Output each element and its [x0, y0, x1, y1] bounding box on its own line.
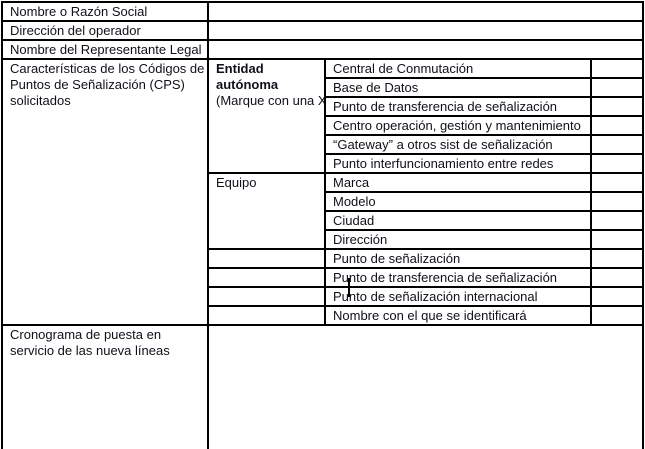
cronograma-line: servicio de las nueva líneas	[10, 343, 170, 358]
label-centro-operacion: Centro operación, gestión y mantenimient…	[324, 115, 592, 136]
value-cell-nombre-identificara[interactable]	[590, 305, 644, 326]
label-punto-internacional: Punto de señalización internacional	[324, 286, 592, 307]
value-cell-marca[interactable]	[590, 172, 644, 193]
input-cell-nombre-razon-social[interactable]	[207, 1, 644, 22]
table-row: “Gateway” a otros sist de señalización	[2, 134, 644, 155]
input-cell-cronograma[interactable]	[207, 324, 644, 449]
table-row: Nombre con el que se identificará	[2, 305, 644, 326]
cronograma-line: Cronograma de puesta en	[10, 327, 162, 342]
table-row: Dirección del operador	[1, 20, 644, 41]
table-row: Centro operación, gestión y mantenimient…	[2, 115, 644, 136]
mark-cell-central-conmutacion[interactable]	[590, 58, 644, 79]
value-cell-punto-senalizacion[interactable]	[590, 248, 644, 269]
input-cell-direccion-operador[interactable]	[207, 20, 644, 41]
empty-cell	[207, 267, 326, 288]
table-row: Punto de transferencia de señalización	[2, 96, 644, 117]
text-cursor-caret	[348, 278, 350, 297]
label-representante-legal: Nombre del Representante Legal	[1, 39, 209, 60]
entidad-note: (Marque con una X)	[216, 93, 325, 108]
entidad-name-line: autónoma	[216, 77, 279, 92]
mark-cell-centro-operacion[interactable]	[590, 115, 644, 136]
value-cell-punto-internacional[interactable]	[590, 286, 644, 307]
table-row: Características de los Códigos de Puntos…	[1, 58, 644, 326]
label-nombre-razon-social: Nombre o Razón Social	[1, 1, 209, 22]
empty-cell	[207, 248, 326, 269]
label-punto-transferencia: Punto de transferencia de señalización	[324, 96, 592, 117]
label-direccion-operador: Dirección del operador	[1, 20, 209, 41]
label-marca: Marca	[324, 172, 592, 193]
table-row: Equipo Marca	[2, 172, 644, 250]
section-label-cronograma: Cronograma de puesta en servicio de las …	[1, 324, 209, 449]
table-row: Nombre o Razón Social	[1, 1, 644, 22]
mark-cell-base-datos[interactable]	[590, 77, 644, 98]
table-row: Cronograma de puesta en servicio de las …	[1, 324, 644, 449]
label-punto-senalizacion: Punto de señalización	[324, 248, 592, 269]
value-cell-punto-transferencia-2[interactable]	[590, 267, 644, 288]
table-row: Punto interfuncionamiento entre redes	[2, 153, 644, 174]
table-row: Base de Datos	[2, 77, 644, 98]
mark-cell-punto-transferencia[interactable]	[590, 96, 644, 117]
table-row: Modelo	[2, 191, 644, 212]
table-row: Punto de transferencia de señalización	[2, 267, 644, 288]
table-row: Nombre del Representante Legal	[1, 39, 644, 60]
label-punto-interfuncionamiento: Punto interfuncionamiento entre redes	[324, 153, 592, 174]
value-cell-modelo[interactable]	[590, 191, 644, 212]
group-label-entidad-autonoma: Entidad autónoma (Marque con una X)	[207, 58, 326, 174]
value-cell-direccion-equipo[interactable]	[590, 229, 644, 250]
mark-cell-punto-interfuncionamiento[interactable]	[590, 153, 644, 174]
cps-title-line: solicitados	[10, 93, 71, 108]
group-label-equipo: Equipo	[207, 172, 326, 250]
label-central-conmutacion: Central de Conmutación	[324, 58, 592, 79]
label-base-datos: Base de Datos	[324, 77, 592, 98]
cps-title-line: Puntos de Señalización (CPS)	[10, 77, 185, 92]
input-cell-representante-legal[interactable]	[207, 39, 644, 60]
column-divider-stub	[207, 444, 209, 449]
table-row: Ciudad	[2, 210, 644, 231]
label-modelo: Modelo	[324, 191, 592, 212]
table-row: Punto de señalización internacional	[2, 286, 644, 307]
mark-cell-gateway[interactable]	[590, 134, 644, 155]
section-label-cps: Características de los Códigos de Puntos…	[1, 58, 209, 326]
table-row: Dirección	[2, 229, 644, 250]
label-ciudad: Ciudad	[324, 210, 592, 231]
cps-title-line: Características de los Códigos de	[10, 61, 205, 76]
label-direccion-equipo: Dirección	[324, 229, 592, 250]
empty-cell	[207, 305, 326, 326]
label-punto-transferencia-2: Punto de transferencia de señalización	[324, 267, 592, 288]
table-row: Punto de señalización	[2, 248, 644, 269]
value-cell-ciudad[interactable]	[590, 210, 644, 231]
entidad-name-line: Entidad	[216, 61, 264, 76]
label-nombre-identificara: Nombre con el que se identificará	[324, 305, 592, 326]
label-gateway: “Gateway” a otros sist de señalización	[324, 134, 592, 155]
empty-cell	[207, 286, 326, 307]
